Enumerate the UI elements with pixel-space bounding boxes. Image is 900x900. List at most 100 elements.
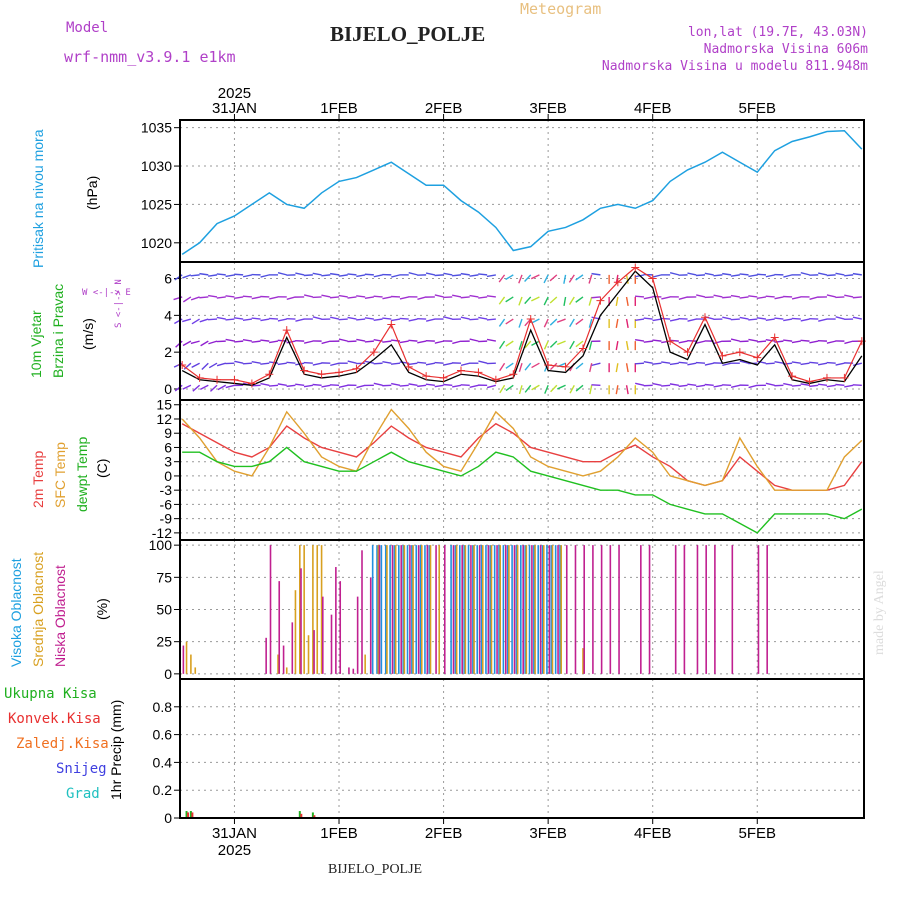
- pressure-line: [181, 129, 863, 255]
- gust-marker: [195, 373, 204, 382]
- precip-snow-label: Snijeg: [56, 761, 107, 777]
- tick-label-cloud: 0: [164, 666, 172, 682]
- tick-label-precip: 0.8: [153, 699, 173, 715]
- precip-conv-bar: [191, 812, 194, 818]
- cloud-unit: (%): [94, 598, 110, 620]
- time-label-bottom: 1FEB: [320, 825, 358, 842]
- gust-marker: [247, 379, 256, 388]
- wind-label-2: Brzina i Pravac: [50, 283, 66, 378]
- tick-label-cloud: 100: [149, 537, 173, 553]
- gust-marker: [369, 348, 378, 357]
- precip-total-bar: [298, 811, 301, 818]
- gust-marker: [387, 320, 396, 329]
- gust-marker: [596, 296, 605, 305]
- gust-marker: [352, 364, 361, 373]
- gust-marker: [561, 362, 570, 371]
- watermark: made by Angel: [872, 570, 887, 655]
- tick-label-cloud: 25: [156, 634, 172, 650]
- gust-marker: [422, 372, 431, 381]
- gust-marker: [700, 313, 709, 322]
- gust-marker: [648, 274, 657, 283]
- model-altitude-label: Nadmorska Visina u modelu 811.948m: [601, 59, 868, 74]
- time-label-top: 31JAN: [212, 100, 257, 117]
- gust-marker: [822, 373, 831, 382]
- gust-marker: [509, 370, 518, 379]
- wind-arrow-field: [173, 272, 862, 395]
- footer-station: BIJELO_POLJE: [328, 862, 423, 877]
- temp-2m-label: 2m Temp: [30, 450, 46, 508]
- time-label-top: 2FEB: [425, 100, 463, 117]
- precip-conv-bar: [187, 812, 190, 818]
- temp-sfc-line: [181, 408, 863, 491]
- tick-label-temp: 12: [156, 411, 172, 427]
- tick-label-temp: 9: [164, 425, 172, 441]
- tick-label-wind: 0: [164, 381, 172, 397]
- gust-marker: [718, 351, 727, 360]
- tick-label-wind: 4: [164, 307, 172, 323]
- gust-marker: [578, 344, 587, 353]
- tick-label-temp: 6: [164, 439, 172, 455]
- station-title: BIJELO_POLJE: [330, 22, 486, 46]
- gust-marker: [770, 333, 779, 342]
- precip-unit: 1hr Precip (mm): [108, 699, 124, 800]
- panel-frame-precip: [179, 678, 865, 819]
- compass-sn: S <-|-> N: [114, 279, 124, 328]
- tick-label-pressure: 1030: [141, 158, 172, 174]
- precip-total-bar: [185, 811, 188, 818]
- wind-unit: (m/s): [80, 318, 96, 350]
- gust-marker: [735, 348, 744, 357]
- tick-label-pressure: 1025: [141, 196, 172, 212]
- gust-marker: [439, 373, 448, 382]
- year-label-bottom: 2025: [218, 842, 251, 859]
- time-label-bottom: 4FEB: [634, 825, 672, 842]
- time-label-top: 1FEB: [320, 100, 358, 117]
- tick-label-temp: 3: [164, 454, 172, 470]
- lonlat-label: lon,lat (19.7E, 43.03N): [687, 25, 868, 40]
- time-label-bottom: 5FEB: [739, 825, 777, 842]
- precip-total-bar: [189, 811, 192, 818]
- precip-total-bar: [311, 812, 314, 818]
- temp-2m-line: [181, 422, 863, 491]
- gust-marker: [526, 315, 535, 324]
- dewpoint-line: [182, 446, 863, 534]
- tick-label-cloud: 75: [156, 569, 172, 585]
- gust-marker: [474, 368, 483, 377]
- wind-label: 10m Vjetar: [28, 310, 44, 378]
- gust-marker: [230, 375, 239, 384]
- time-label-bottom: 3FEB: [529, 825, 567, 842]
- cloud-high-label: Visoka Oblacnost: [8, 558, 24, 667]
- time-label-bottom: 31JAN: [212, 825, 257, 842]
- time-label-top: 3FEB: [529, 100, 567, 117]
- tick-label-wind: 6: [164, 271, 172, 287]
- gust-marker: [683, 348, 692, 357]
- tick-label-precip: 0.6: [153, 727, 173, 743]
- year-label-top: 2025: [218, 85, 251, 102]
- gust-marker: [335, 368, 344, 377]
- temp-sfc-label: SFC Temp: [52, 442, 68, 508]
- tick-label-temp: -9: [160, 511, 173, 527]
- altitude-label: Nadmorska Visina 606m: [703, 42, 868, 57]
- model-label: Model: [66, 20, 109, 36]
- gust-marker: [788, 372, 797, 381]
- gust-marker: [544, 361, 553, 370]
- precip-freezing-label: Zaledj.Kisa: [16, 736, 109, 752]
- wind-gust-line: [181, 266, 863, 385]
- gust-marker: [805, 377, 814, 386]
- compass-we: W <-|-> E: [82, 288, 131, 298]
- chart-title: Meteogram: [520, 0, 602, 18]
- gust-marker: [317, 370, 326, 379]
- pressure-unit: (hPa): [84, 175, 100, 210]
- gust-marker: [300, 366, 309, 375]
- panel-frame-wind: [179, 261, 865, 401]
- tick-label-precip: 0.2: [153, 782, 173, 798]
- temp-unit: (C): [94, 458, 110, 478]
- tick-label-wind: 2: [164, 344, 172, 360]
- panel-frame-pressure: [179, 119, 865, 263]
- precip-conv-label: Konvek.Kisa: [8, 711, 101, 727]
- tick-label-precip: 0.4: [153, 754, 173, 770]
- gust-marker: [491, 375, 500, 384]
- tick-label-temp: 0: [164, 468, 172, 484]
- tick-label-pressure: 1035: [141, 120, 172, 136]
- precip-total-label: Ukupna Kisa: [4, 686, 97, 702]
